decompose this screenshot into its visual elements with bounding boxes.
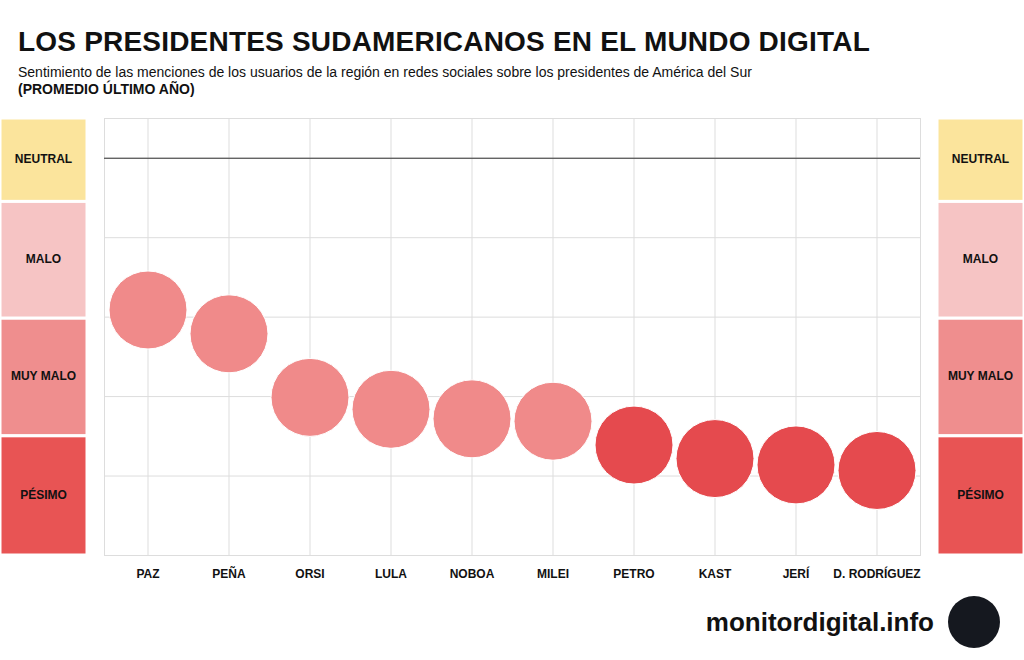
- html-text:monitordigital.info: monitordigital.info: [705, 606, 934, 637]
- svg-text:NEUTRAL: NEUTRAL: [15, 152, 72, 166]
- svg-text:PÉSIMO: PÉSIMO: [957, 487, 1004, 502]
- html-text:Sentimiento de las menciones d: Sentimiento de las menciones de los usua…: [18, 64, 752, 80]
- svg-text:NEUTRAL: NEUTRAL: [952, 152, 1009, 166]
- svg-text:JERÍ: JERÍ: [783, 566, 810, 581]
- svg-text:MILEI: MILEI: [537, 567, 569, 581]
- html-text:(PROMEDIO ÚLTIMO AÑO): (PROMEDIO ÚLTIMO AÑO): [18, 81, 195, 97]
- svg-text:PÉSIMO: PÉSIMO: [20, 487, 67, 502]
- svg-text:NOBOA: NOBOA: [450, 567, 495, 581]
- svg-text:MUY MALO: MUY MALO: [948, 369, 1013, 383]
- svg-text:KAST: KAST: [699, 567, 732, 581]
- svg-text:PETRO: PETRO: [613, 567, 654, 581]
- html-text:LOS PRESIDENTES SUDAMERICANOS: LOS PRESIDENTES SUDAMERICANOS EN EL MUND…: [18, 26, 870, 57]
- svg-text:ORSI: ORSI: [295, 567, 324, 581]
- svg-text:MUY MALO: MUY MALO: [11, 369, 76, 383]
- svg-text:PEÑA: PEÑA: [212, 566, 246, 581]
- svg-text:PAZ: PAZ: [136, 567, 159, 581]
- svg-text:MALO: MALO: [26, 252, 61, 266]
- svg-text:MALO: MALO: [963, 252, 998, 266]
- svg-text:D. RODRÍGUEZ: D. RODRÍGUEZ: [833, 566, 920, 581]
- svg-text:LULA: LULA: [375, 567, 407, 581]
